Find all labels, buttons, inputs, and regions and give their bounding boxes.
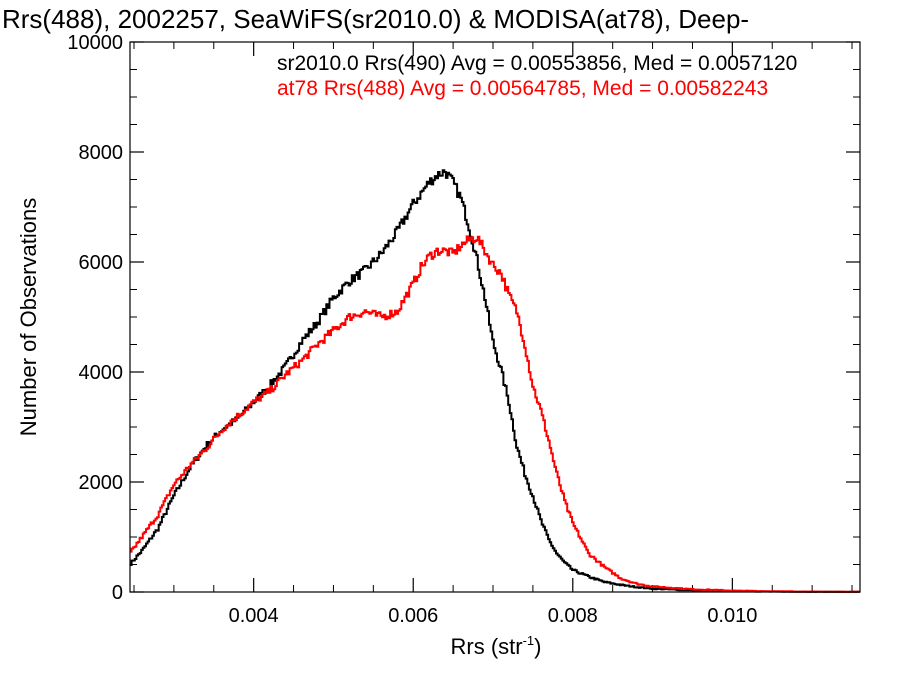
y-axis-label: Number of Observations — [16, 198, 41, 436]
x-axis-label: Rrs (str-1) — [451, 633, 542, 659]
axis-ticks: 0.004 0.006 0.008 0.010 0 2000 4000 6000 8000 100… — [67, 32, 860, 627]
series-group — [130, 169, 860, 593]
x-tick-label: 0.006 — [388, 605, 438, 627]
annotation-line-0: sr2010.0 Rrs(490) Avg = 0.00553856, Med … — [277, 52, 797, 75]
x-tick-label: 0.008 — [548, 605, 598, 627]
plot-frame — [129, 41, 861, 593]
chart-title: Rrs(488), 2002257, SeaWiFS(sr2010.0) & M… — [2, 4, 749, 34]
y-tick-label: 0 — [112, 582, 123, 604]
series-line-0 — [130, 169, 860, 593]
y-tick-label: 6000 — [79, 252, 124, 274]
annotation-line-1: at78 Rrs(488) Avg = 0.00564785, Med = 0.… — [277, 77, 768, 100]
y-tick-label: 2000 — [79, 472, 124, 494]
x-tick-label: 0.010 — [707, 605, 757, 627]
y-tick-label: 10000 — [67, 32, 123, 54]
annotations: sr2010.0 Rrs(490) Avg = 0.00553856, Med … — [277, 52, 797, 100]
y-tick-label: 4000 — [79, 362, 124, 384]
x-tick-label: 0.004 — [229, 605, 279, 627]
series-line-1 — [130, 235, 860, 593]
y-tick-label: 8000 — [79, 142, 124, 164]
